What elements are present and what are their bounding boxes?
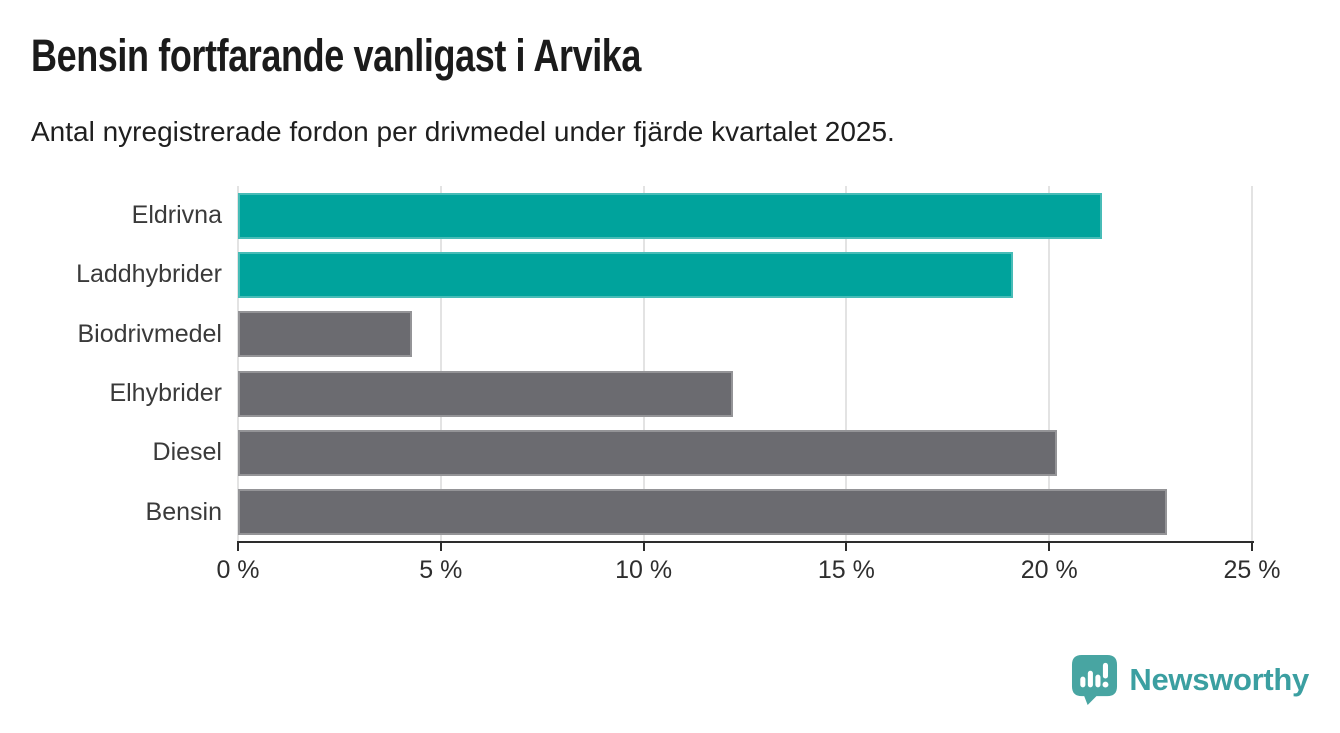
gridline-5 (439, 186, 442, 542)
bar-bensin (238, 489, 1167, 536)
category-label-biodrivmedel: Biodrivmedel (77, 319, 222, 348)
bar-diesel (238, 430, 1058, 476)
x-tick-label-25: 25 % (1223, 556, 1281, 584)
brand-name: Newsworthy (1129, 662, 1309, 697)
x-tick-10 (642, 541, 645, 551)
newsworthy-logo-icon (1071, 654, 1118, 706)
x-tick-25 (1251, 541, 1253, 551)
bar-biodrivmedel (238, 311, 413, 358)
x-tick-label-20: 20 % (1020, 556, 1078, 584)
plot-area (237, 186, 1253, 542)
gridline-10 (642, 186, 645, 542)
category-label-laddhybrider: Laddhybrider (76, 260, 222, 289)
x-tick-15 (845, 541, 848, 551)
bar-elhybrider (238, 370, 733, 417)
bar-eldrivna (238, 192, 1102, 239)
x-tick-label-5: 5 % (419, 556, 463, 584)
x-tick-label-10: 10 % (615, 556, 673, 584)
chart-subtitle: Antal nyregistrerade fordon per drivmede… (31, 116, 895, 147)
x-tick-5 (439, 541, 442, 551)
gridline-0 (237, 186, 239, 542)
x-axis-tick-labels: 0 % 5 % 10 % 15 % 20 % 25 % (216, 556, 1280, 588)
chart-title: Bensin fortfarande vanligast i Arvika (31, 30, 642, 81)
gridline-20 (1048, 186, 1051, 542)
category-label-eldrivna: Eldrivna (131, 201, 222, 229)
category-label-elhybrider: Elhybrider (109, 379, 222, 407)
x-tick-0 (237, 541, 239, 551)
gridline-15 (845, 186, 848, 542)
gridline-25 (1251, 186, 1253, 542)
category-label-bensin: Bensin (145, 497, 222, 526)
category-label-diesel: Diesel (152, 438, 222, 467)
x-tick-20 (1048, 541, 1051, 551)
x-axis-line (238, 541, 1254, 543)
bar-laddhybrider (238, 252, 1013, 298)
y-axis-labels: Eldrivna Laddhybrider Biodrivmedel Elhybrid… (0, 186, 222, 542)
x-tick-label-15: 15 % (817, 556, 875, 584)
newsworthy-logo-link[interactable]: Newsworthy (1071, 654, 1309, 706)
x-tick-label-0: 0 % (216, 556, 260, 584)
